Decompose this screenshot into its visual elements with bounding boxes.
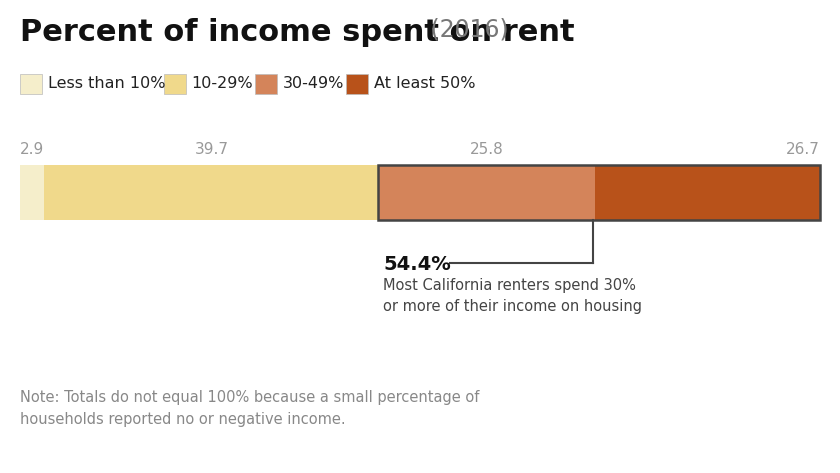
Text: 39.7: 39.7 xyxy=(194,142,228,157)
Text: 25.8: 25.8 xyxy=(470,142,504,157)
Text: Less than 10%: Less than 10% xyxy=(48,77,165,91)
Text: 54.4%: 54.4% xyxy=(383,255,451,274)
Bar xyxy=(20,74,42,94)
Text: Most California renters spend 30%
or more of their income on housing: Most California renters spend 30% or mor… xyxy=(383,278,643,314)
Text: At least 50%: At least 50% xyxy=(374,77,475,91)
Text: (2016): (2016) xyxy=(423,18,509,42)
Text: 10-29%: 10-29% xyxy=(192,77,253,91)
Text: 30-49%: 30-49% xyxy=(282,77,344,91)
Bar xyxy=(345,74,368,94)
Bar xyxy=(378,165,820,220)
Bar xyxy=(45,165,378,220)
Bar xyxy=(596,165,820,220)
Text: 2.9: 2.9 xyxy=(20,142,45,157)
Bar xyxy=(20,165,45,220)
Text: Note: Totals do not equal 100% because a small percentage of
households reported: Note: Totals do not equal 100% because a… xyxy=(20,390,480,427)
Text: Percent of income spent on rent: Percent of income spent on rent xyxy=(20,18,575,47)
Bar xyxy=(255,74,276,94)
Bar xyxy=(378,165,596,220)
Bar xyxy=(164,74,186,94)
Text: 26.7: 26.7 xyxy=(786,142,820,157)
